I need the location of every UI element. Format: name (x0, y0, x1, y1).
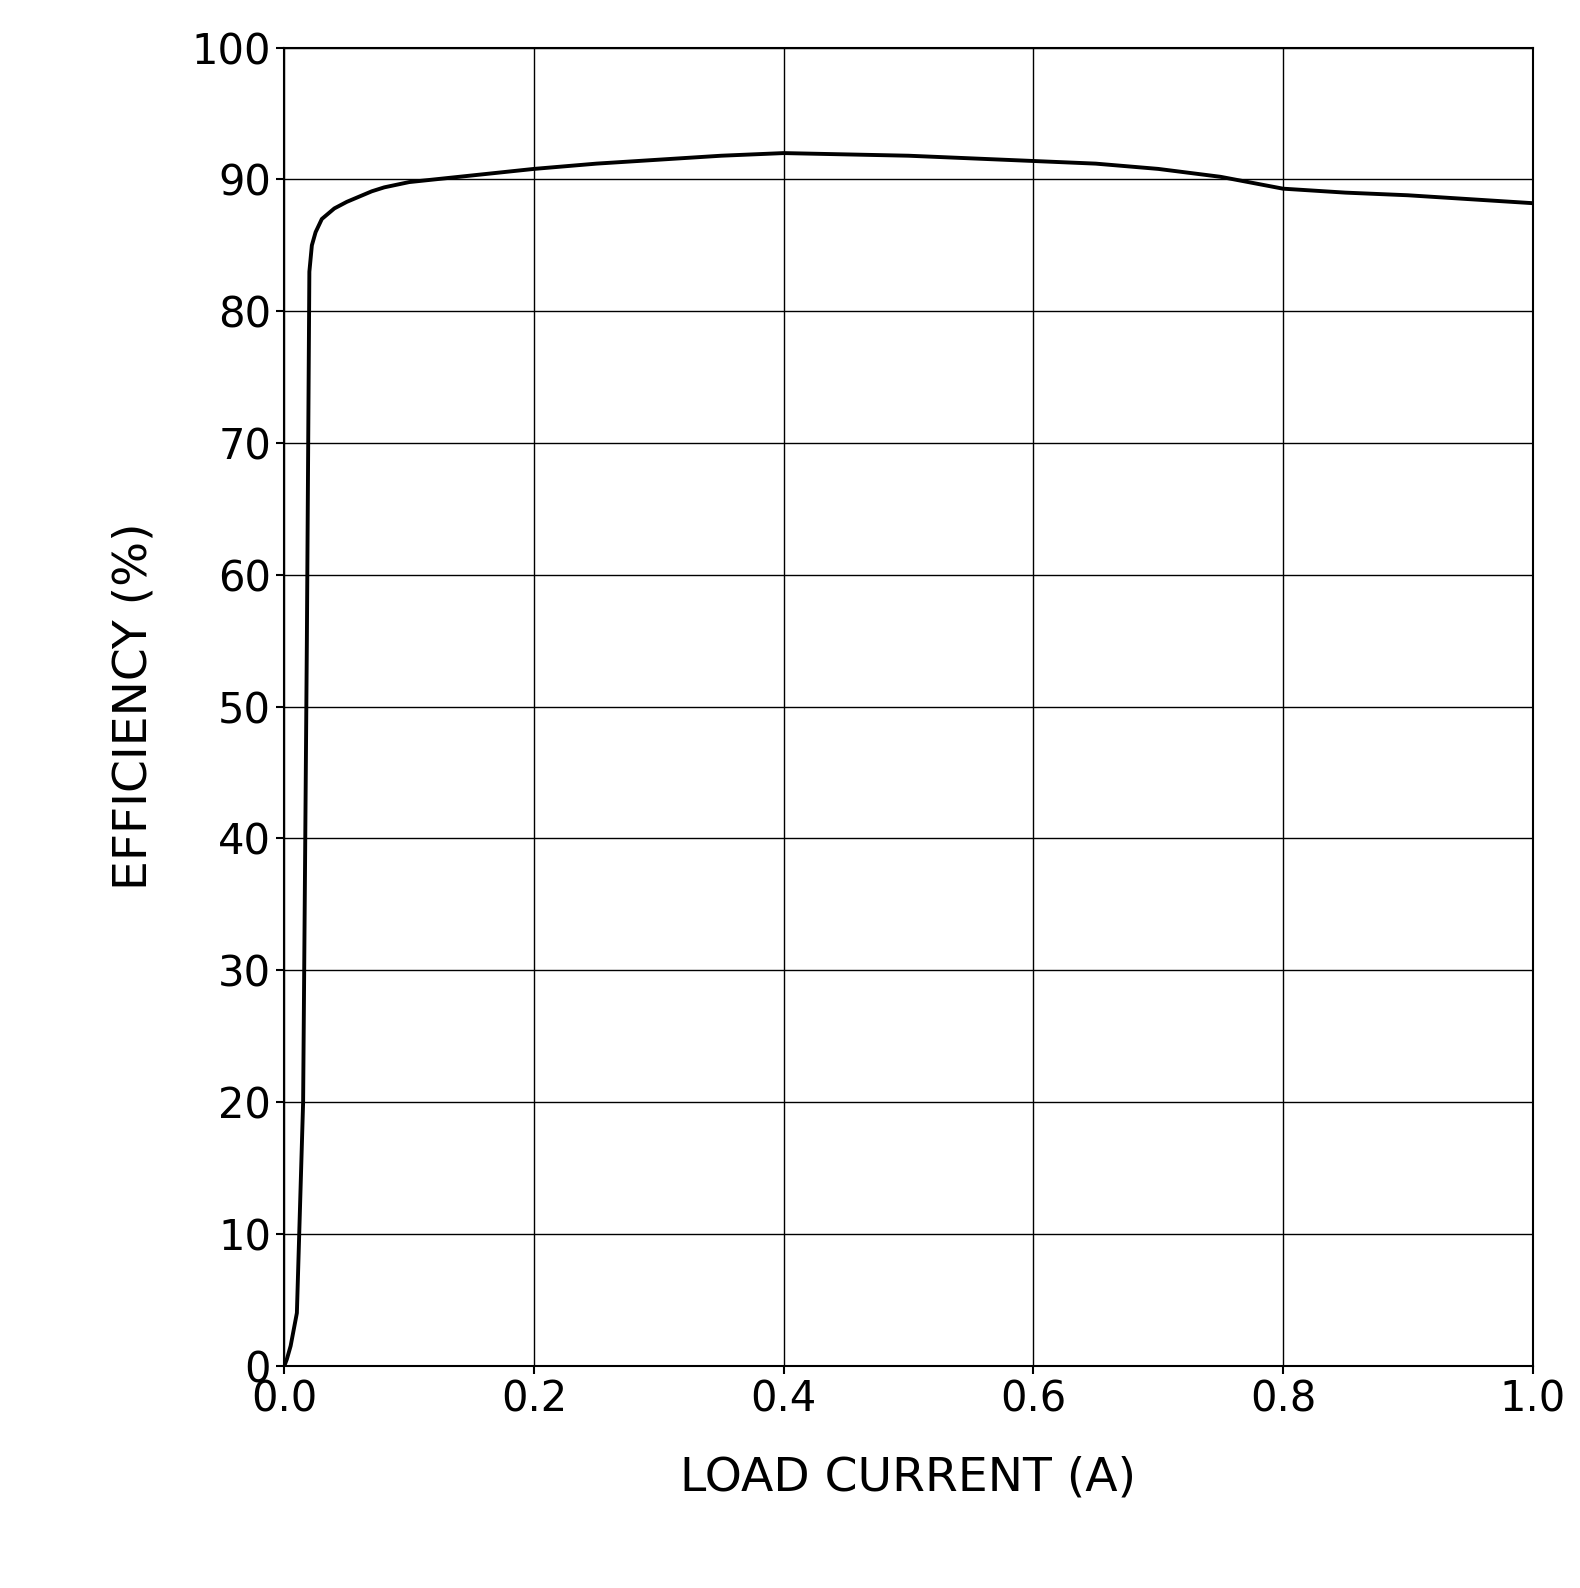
X-axis label: LOAD CURRENT (A): LOAD CURRENT (A) (681, 1456, 1136, 1501)
Y-axis label: EFFICIENCY (%): EFFICIENCY (%) (112, 522, 156, 891)
